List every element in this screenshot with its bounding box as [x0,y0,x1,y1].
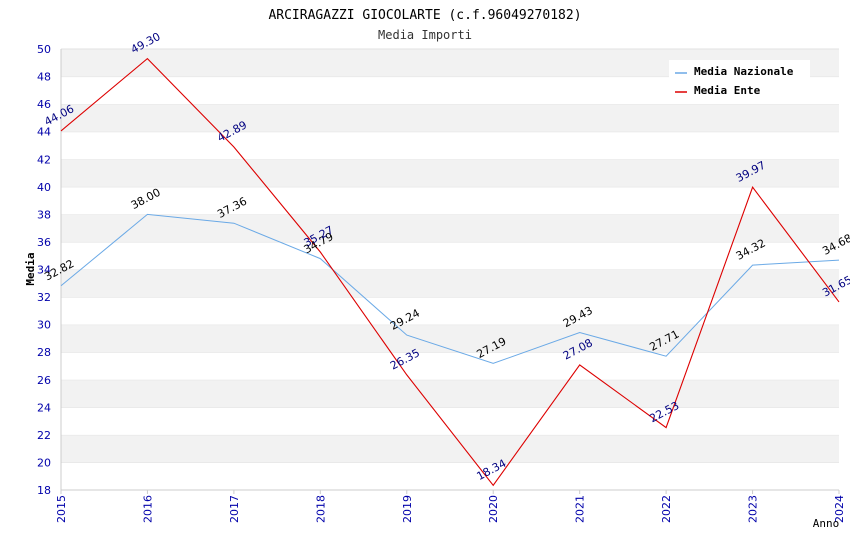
x-tick-label: 2022 [660,495,673,523]
y-tick-label: 40 [37,181,51,194]
grid-band [61,379,839,408]
y-tick-label: 46 [37,98,51,111]
x-tick-label: 2015 [55,495,68,523]
grid-bands [61,48,839,490]
y-tick-label: 22 [37,429,51,442]
legend-label-media-ente: Media Ente [694,84,761,97]
series-line-media-ente [60,57,840,487]
y-axis-ticks: 18 20 22 24 26 28 30 32 34 36 38 40 42 44 46 48 50 [37,43,51,497]
x-tick-label: 2016 [141,495,154,523]
grid-band [61,434,839,463]
y-tick-label: 36 [37,236,51,249]
y-tick-label: 18 [37,484,51,497]
grid-band [61,186,839,215]
grid-band [61,297,839,325]
y-tick-label: 38 [37,208,51,221]
grid-band [61,269,839,298]
x-tick-label: 2023 [747,495,760,523]
x-tick-label: 2019 [401,495,414,523]
grid-band [61,104,839,132]
y-tick-label: 26 [37,374,51,387]
y-tick-label: 28 [37,346,51,359]
x-tick-label: 2021 [574,495,587,523]
y-tick-label: 24 [37,401,51,414]
x-tick-label: 2017 [228,495,241,523]
grid-band [61,131,839,160]
y-axis-label: Media [24,252,37,285]
y-tick-label: 48 [37,71,51,84]
chart-title: ARCIRAGAZZI GIOCOLARTE (c.f.96049270182) [268,8,581,23]
legend: Media Nazionale Media Ente [669,60,810,104]
grid-band [61,462,839,490]
y-tick-label: 30 [37,319,51,332]
y-tick-label: 44 [37,126,51,139]
y-tick-label: 34 [37,264,51,277]
series-line-media-nazionale [60,213,840,364]
y-tick-label: 32 [37,291,51,304]
y-tick-label: 20 [37,456,51,469]
grid-band [61,352,839,380]
grid-band [61,324,839,353]
legend-label-media-nazionale: Media Nazionale [694,65,794,78]
y-tick-label: 50 [37,43,51,56]
x-axis-ticks: 2015 2016 2017 2018 2019 2020 2021 2022 2023 2024 [55,490,846,523]
x-tick-label: 2018 [314,495,327,523]
chart-subtitle: Media Importi [378,28,472,42]
legend-box [669,60,810,104]
series-layer [60,57,840,487]
grid-band [61,241,839,270]
grid-band [61,159,839,187]
y-tick-label: 42 [37,153,51,166]
x-tick-label: 2020 [487,495,500,523]
grid-band [61,214,839,242]
x-tick-label: 2024 [833,495,846,523]
x-axis-label: Anno [813,517,840,530]
